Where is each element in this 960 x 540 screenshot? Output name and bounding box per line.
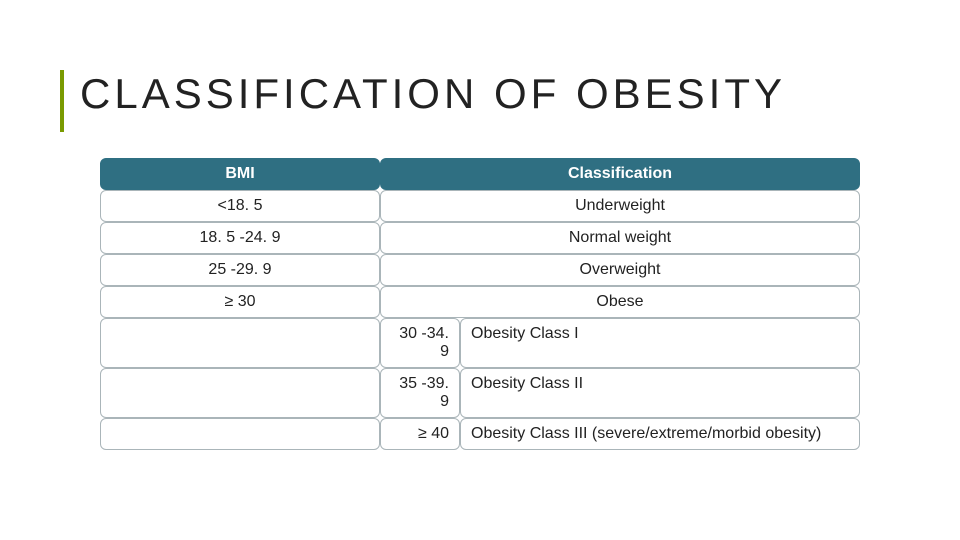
cell-empty (100, 368, 380, 418)
cell-sub-classification: Obesity Class II (460, 368, 860, 418)
title-accent-bar (60, 70, 64, 132)
cell-bmi: <18. 5 (100, 190, 380, 222)
table-subrow: 30 -34. 9 Obesity Class I (100, 318, 860, 368)
cell-empty (100, 318, 380, 368)
cell-sub-bmi: ≥ 40 (380, 418, 460, 450)
col-header-bmi: BMI (100, 158, 380, 190)
cell-classification: Overweight (380, 254, 860, 286)
table-subrow: ≥ 40 Obesity Class III (severe/extreme/m… (100, 418, 860, 450)
cell-sub-bmi: 35 -39. 9 (380, 368, 460, 418)
table-row: 18. 5 -24. 9 Normal weight (100, 222, 860, 254)
cell-bmi: ≥ 30 (100, 286, 380, 318)
table-row: ≥ 30 Obese (100, 286, 860, 318)
table-header-row: BMI Classification (100, 158, 860, 190)
table-subrow: 35 -39. 9 Obesity Class II (100, 368, 860, 418)
table-row: <18. 5 Underweight (100, 190, 860, 222)
cell-bmi: 25 -29. 9 (100, 254, 380, 286)
cell-sub-bmi: 30 -34. 9 (380, 318, 460, 368)
cell-bmi: 18. 5 -24. 9 (100, 222, 380, 254)
cell-empty (100, 418, 380, 450)
col-header-classification: Classification (380, 158, 860, 190)
page-title: CLASSIFICATION OF OBESITY (80, 70, 900, 118)
cell-sub-classification: Obesity Class I (460, 318, 860, 368)
cell-sub-classification: Obesity Class III (severe/extreme/morbid… (460, 418, 860, 450)
cell-classification: Obese (380, 286, 860, 318)
cell-classification: Normal weight (380, 222, 860, 254)
cell-classification: Underweight (380, 190, 860, 222)
table-row: 25 -29. 9 Overweight (100, 254, 860, 286)
slide: CLASSIFICATION OF OBESITY BMI Classifica… (0, 0, 960, 540)
bmi-classification-table: BMI Classification <18. 5 Underweight 18… (100, 158, 860, 450)
